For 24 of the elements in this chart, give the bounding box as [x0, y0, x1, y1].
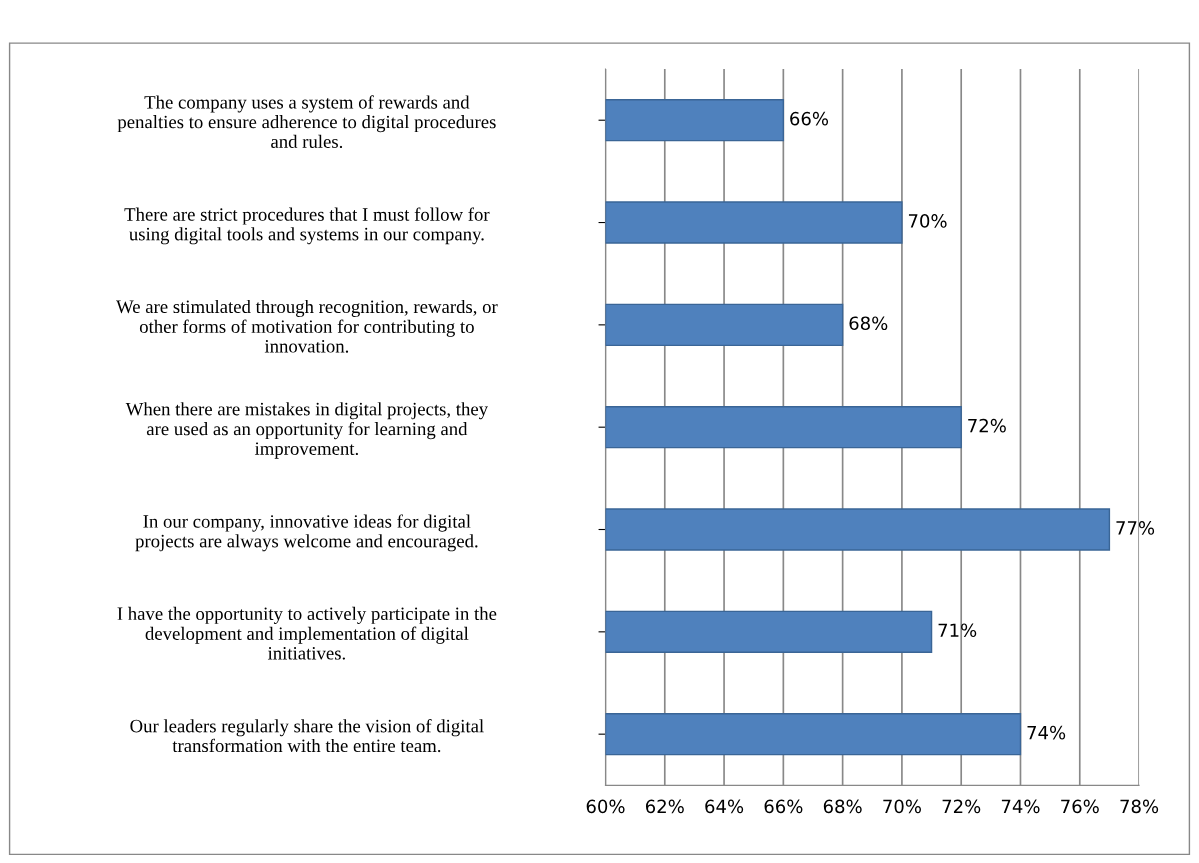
- data-label: 71%: [938, 623, 977, 638]
- data-label: 72%: [968, 418, 1006, 433]
- y-tick-label: When there are mistakes in digital projects, they are used as an opportunity for learning and improvement.: [125, 402, 488, 459]
- x-tick-label: 76%: [1061, 799, 1099, 814]
- y-tick-label: The company uses a system of rewards and penalties to ensure adherence to digital procedures and rules.: [117, 95, 496, 149]
- x-tick-label: 70%: [883, 799, 921, 814]
- x-tick-label: 60%: [586, 799, 625, 814]
- x-tick-label: 74%: [1001, 799, 1040, 814]
- y-tick-label: There are strict procedures that I must follow for using digital tools and systems in our company.: [124, 207, 490, 245]
- y-tick-label: I have the opportunity to actively participate in the development and implementation of digital initiatives.: [117, 606, 497, 660]
- data-label: 68%: [849, 316, 888, 331]
- y-tick-label: In our company, innovative ideas for digital projects are always welcome and encouraged.: [135, 514, 478, 552]
- x-tick-label: 68%: [823, 799, 862, 814]
- y-tick-label: Our leaders regularly share the vision of digital transformation with the entire team.: [130, 719, 484, 753]
- y-tick-label: We are stimulated through recognition, rewards, or other forms of motivation for contributing to innovation.: [116, 299, 498, 353]
- data-label: 66%: [790, 111, 829, 126]
- data-label: 70%: [908, 214, 947, 228]
- x-tick-label: 66%: [764, 799, 803, 814]
- x-tick-label: 64%: [705, 799, 744, 814]
- x-tick-label: 62%: [645, 799, 684, 814]
- x-tick-label: 72%: [942, 799, 981, 814]
- data-label: 77%: [1116, 521, 1155, 535]
- x-tick-label: 78%: [1120, 799, 1159, 814]
- data-label: 74%: [1027, 725, 1066, 740]
